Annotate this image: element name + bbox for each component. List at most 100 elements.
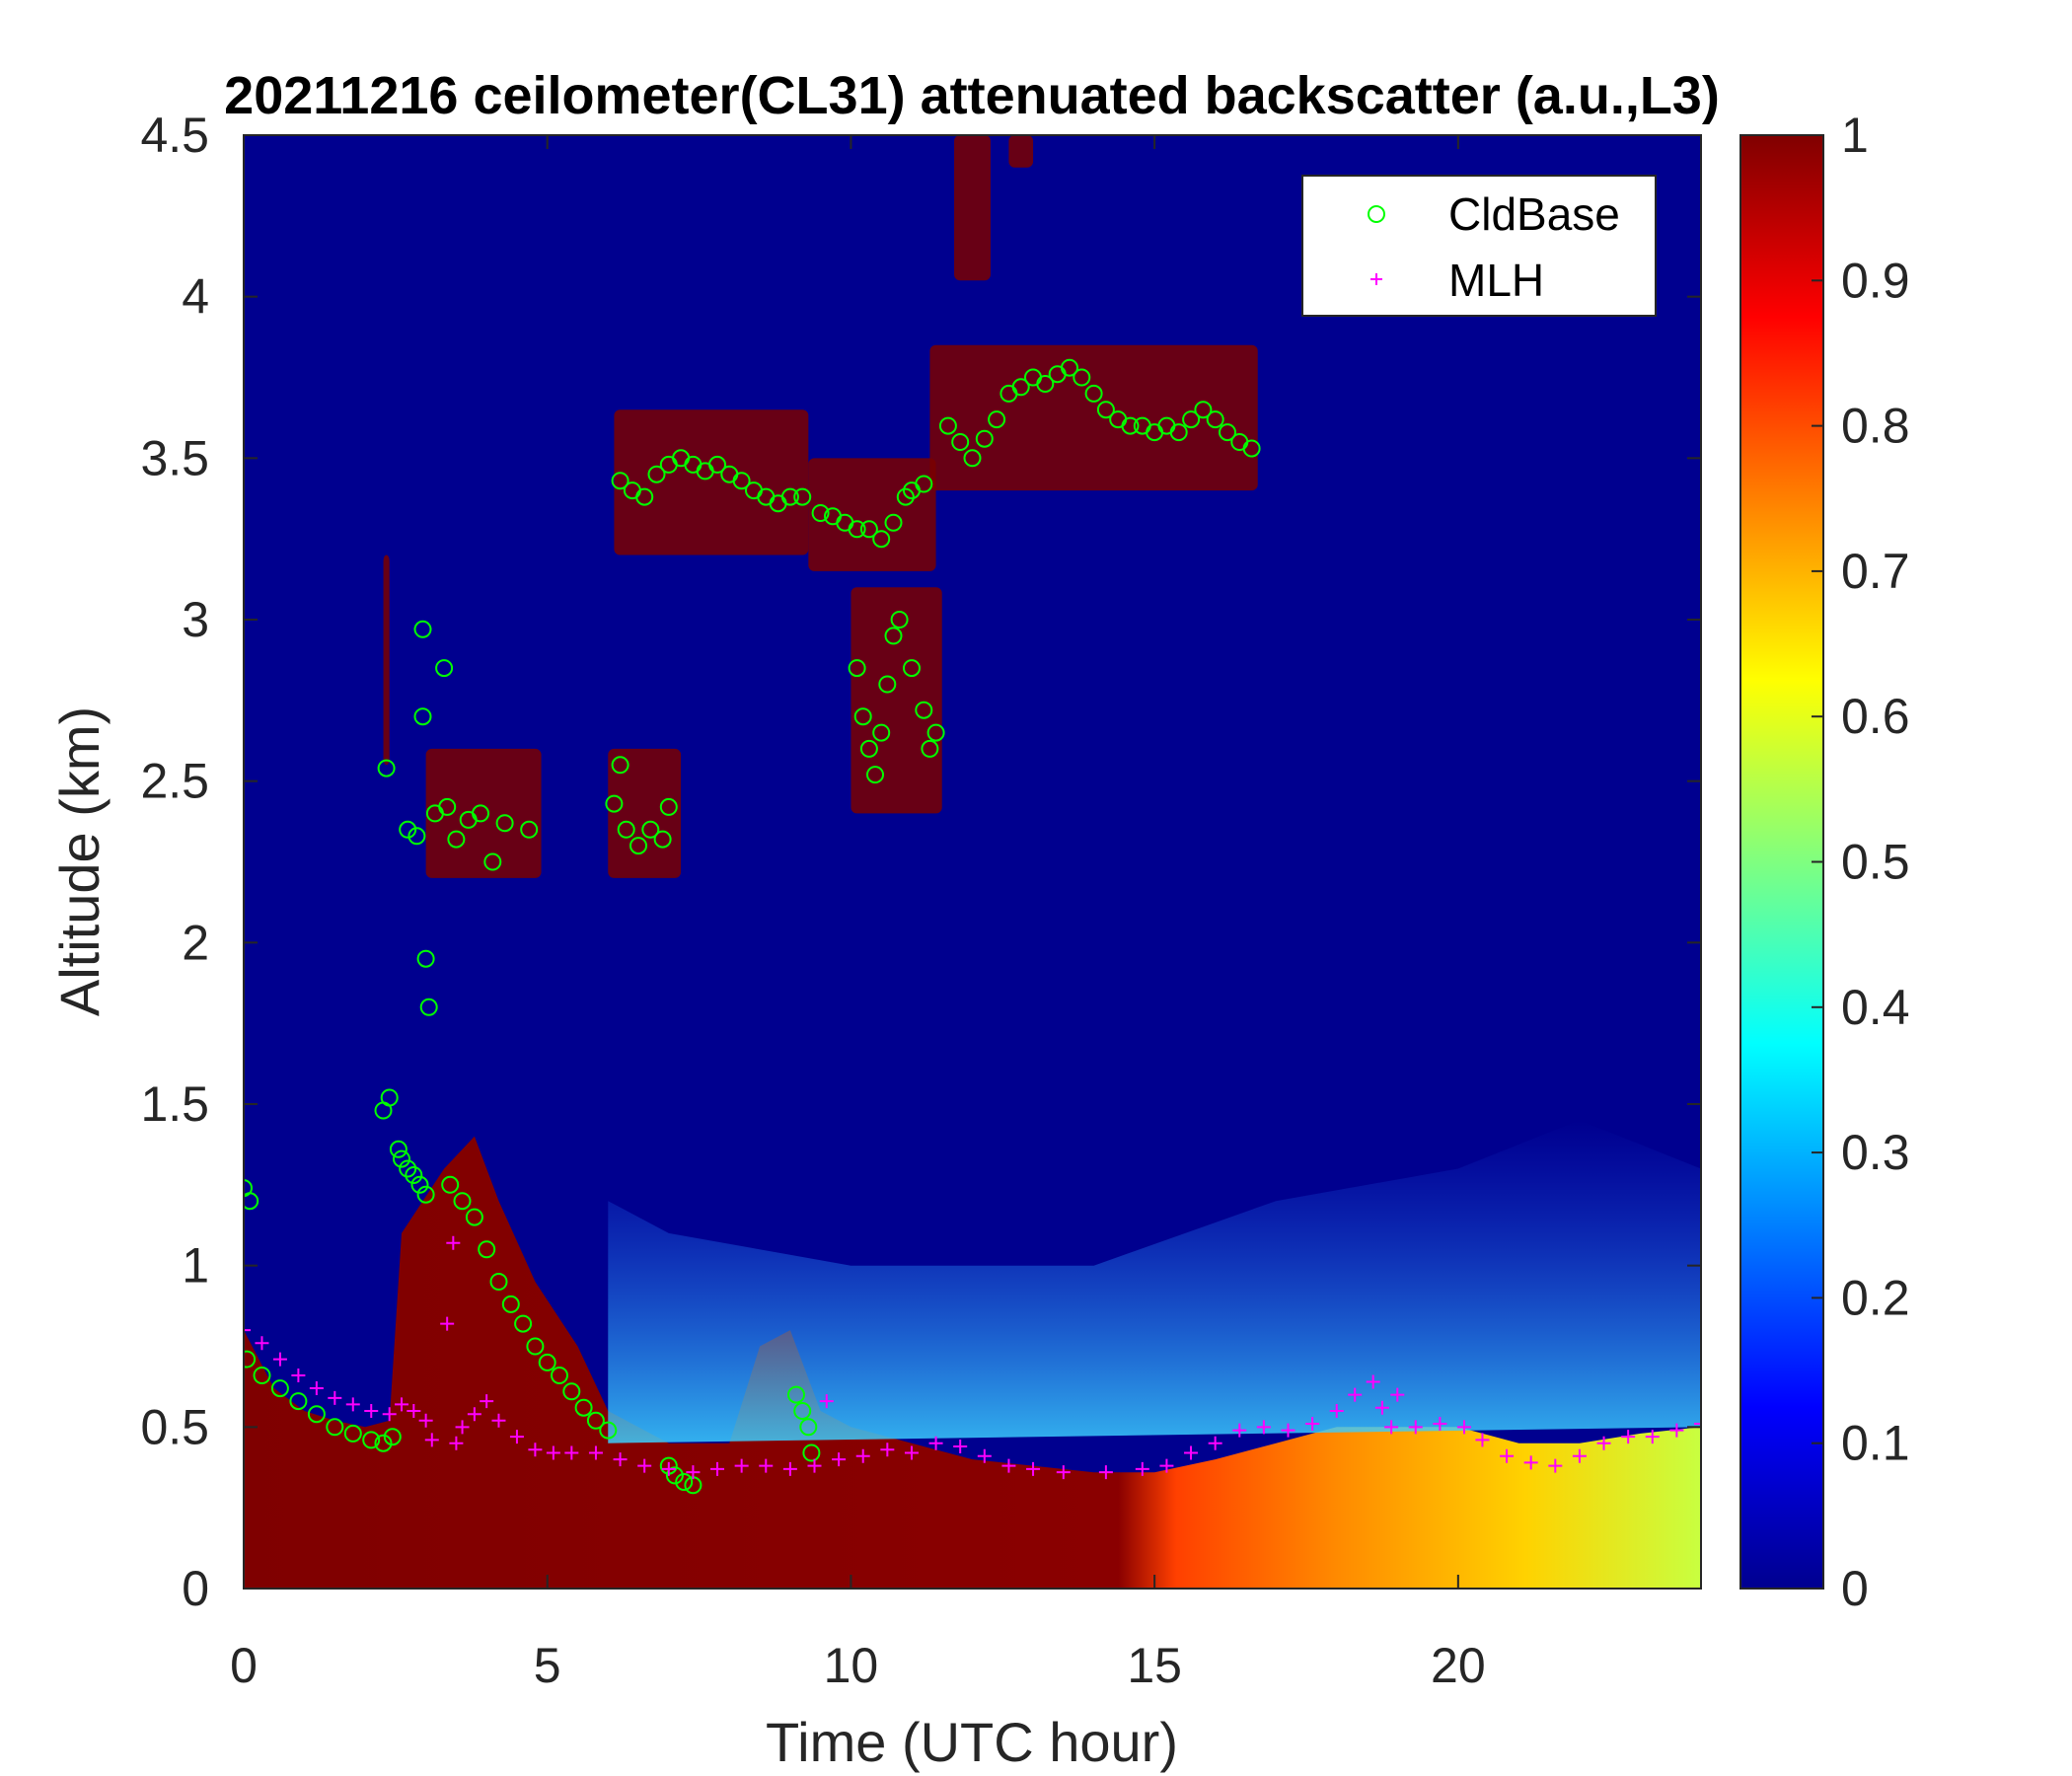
x-tick-label: 0 [230,1638,258,1693]
cldbase-point [1061,358,1078,377]
cldbase-point [416,1185,435,1204]
mlh-point [255,1336,269,1351]
mlh-point [1548,1458,1563,1473]
legend: CldBase MLH [1301,175,1657,317]
cldbase-point [562,1382,581,1401]
cldbase-point [447,830,466,849]
mlh-point [244,1323,251,1338]
mlh-point [1305,1417,1320,1432]
cldbase-point [374,1434,393,1452]
x-tick-label: 15 [1127,1638,1182,1693]
cldbase-point [780,487,799,506]
mlh-point [1208,1436,1222,1450]
colorbar-tick-label: 0.6 [1841,689,1910,744]
colorbar-tick-label: 1 [1841,108,1869,163]
mlh-point [1475,1433,1490,1447]
cldbase-point [1121,416,1140,435]
cloud-patch [954,135,991,281]
cldbase-point [853,707,872,726]
cldbase-point [859,520,878,539]
cldbase-point [732,472,751,490]
cldbase-point [1073,368,1091,387]
cldbase-point [1096,401,1115,419]
cloud-patch [614,409,809,555]
cldbase-point [495,814,514,833]
mlh-point [1500,1448,1515,1463]
mlh-point [272,1352,287,1367]
mlh-point [832,1452,847,1467]
cldbase-point [1036,375,1055,393]
y-tick-label: 2.5 [140,754,209,809]
cldbase-point [915,701,933,719]
cldbase-series [244,358,1261,1495]
colorbar-tick-label: 0.7 [1841,544,1910,599]
cldbase-point [410,1175,429,1194]
mlh-point [528,1443,543,1457]
colorbar-tick-label: 0.9 [1841,253,1910,308]
cldbase-point [1182,410,1201,429]
mlh-point [449,1436,464,1450]
mlh-point [345,1397,360,1412]
mlh-point [613,1452,628,1467]
plot-area [244,135,1701,1589]
x-tick-label: 20 [1431,1638,1486,1693]
legend-box [1301,175,1657,317]
cldbase-point [441,1175,460,1194]
cldbase-point [551,1367,568,1384]
mlh-point [1433,1417,1447,1432]
mlh-point [1374,1400,1389,1415]
cldbase-point [708,455,726,474]
y-tick-label: 3.5 [140,430,209,485]
colorbar-ticks: 0 0.1 0.2 0.3 0.4 0.5 0.6 0.7 0.8 0.9 1 [1812,108,1910,1616]
cldbase-point [501,1295,520,1313]
mlh-point [1001,1458,1016,1473]
cldbase-point [413,707,432,726]
mlh-point [1384,1420,1399,1435]
cldbase-point [793,1402,812,1420]
legend-mlh-marker [1370,273,1382,285]
cldbase-point [890,611,909,629]
mlh-point [1669,1423,1684,1438]
mlh-point [1408,1420,1423,1435]
mlh-point [424,1433,439,1447]
cldbase-point [343,1424,362,1443]
cldbase-point [878,675,897,694]
cldbase-point [244,1179,253,1198]
cldbase-point [289,1392,308,1411]
mlh-point [1348,1387,1363,1402]
cldbase-point [793,487,812,506]
mlh-point [588,1445,603,1460]
cldbase-point [538,1353,556,1371]
cldbase-point [653,830,672,849]
mlh-point [440,1316,455,1331]
cldbase-point [641,820,660,839]
cldbase-point [848,520,866,539]
cldbase-point [326,1418,344,1437]
cldbase-point [399,1159,417,1178]
cldbase-point [802,1443,821,1462]
colorbar-tick-label: 0.8 [1841,399,1910,454]
cldbase-point [380,1088,399,1107]
cldbase-point [435,659,454,678]
y-tick-label: 0.5 [140,1399,209,1454]
mlh-point [1329,1403,1344,1418]
y-axis: 0 0.5 1 1.5 2 2.5 3 3.5 4 4.5 [140,108,1701,1616]
x-tick-label: 5 [534,1638,561,1693]
cldbase-point [884,627,903,645]
colorbar: 0 0.1 0.2 0.3 0.4 0.5 0.6 0.7 0.8 0.9 1 [1739,108,1910,1616]
cldbase-point [416,949,435,968]
mlh-point [291,1368,306,1382]
y-tick-label: 0 [182,1561,209,1616]
cldbase-point [362,1431,381,1449]
colorbar-tick-label: 0.5 [1841,835,1910,890]
cldbase-point [859,739,878,758]
mlh-point [855,1448,870,1463]
mlh-point [1572,1448,1587,1463]
cldbase-point [665,1466,684,1485]
cldbase-point [244,1350,257,1369]
cldbase-point [951,433,970,451]
mlh-point [904,1445,919,1460]
cldbase-point [307,1405,326,1424]
mlh-point [1026,1461,1041,1476]
mlh-point [491,1413,506,1428]
